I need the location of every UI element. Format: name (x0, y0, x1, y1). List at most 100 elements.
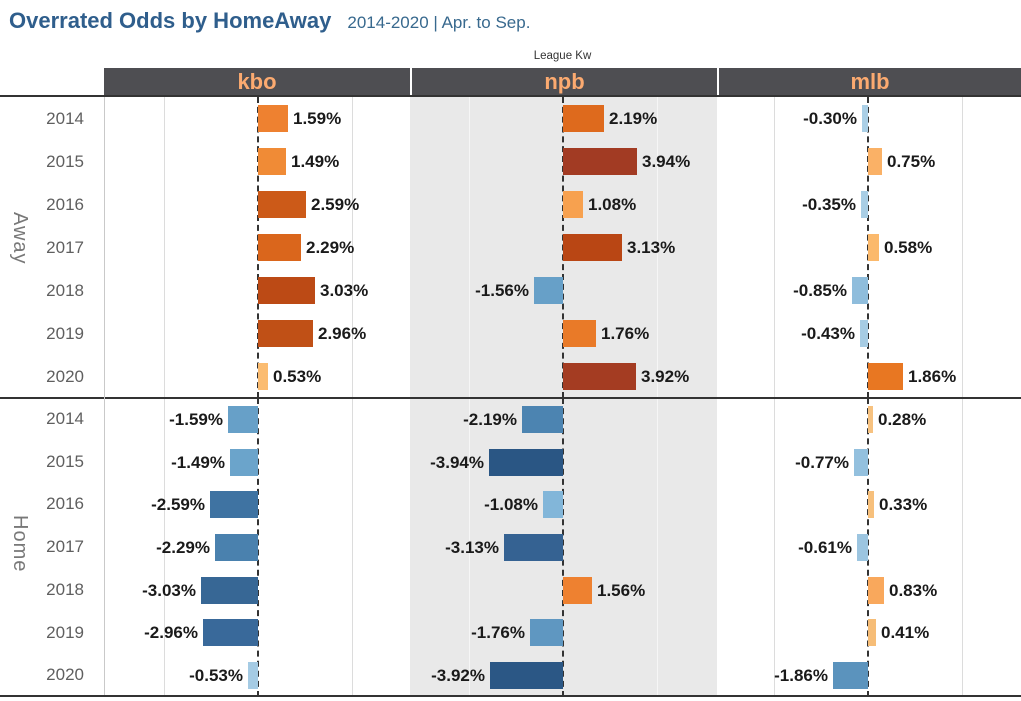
bar-npb-away-2015[interactable] (563, 148, 637, 175)
value-label: -1.86% (774, 666, 828, 685)
page-subtitle: 2014-2020 | Apr. to Sep. (347, 13, 531, 32)
row-section-label-home: Home (9, 515, 31, 573)
bar-npb-away-2018[interactable] (534, 277, 563, 304)
value-label: -1.56% (475, 281, 529, 300)
gridline (164, 398, 165, 697)
bar-kbo-home-2020[interactable] (248, 662, 258, 689)
bar-npb-home-2020[interactable] (490, 662, 563, 689)
bar-mlb-home-2014[interactable] (868, 406, 873, 433)
bar-mlb-away-2017[interactable] (868, 234, 879, 261)
gridline (164, 97, 165, 398)
bar-mlb-home-2017[interactable] (857, 534, 868, 561)
bar-kbo-away-2019[interactable] (258, 320, 313, 347)
value-label: -0.43% (801, 324, 855, 343)
year-label-home-2018: 2018 (46, 579, 84, 599)
row-section-label-away: Away (9, 212, 31, 265)
bar-kbo-home-2018[interactable] (201, 577, 258, 604)
value-label: 1.49% (291, 152, 340, 171)
gridline (962, 398, 963, 697)
bar-npb-home-2016[interactable] (543, 491, 563, 518)
year-label-away-2015: 2015 (46, 152, 84, 171)
bar-kbo-home-2015[interactable] (230, 449, 258, 476)
zero-axis-line (257, 398, 259, 697)
bar-mlb-home-2019[interactable] (868, 619, 876, 646)
bar-mlb-home-2015[interactable] (854, 449, 868, 476)
bar-npb-away-2019[interactable] (563, 320, 596, 347)
bar-kbo-away-2016[interactable] (258, 191, 306, 218)
value-label: 1.59% (293, 109, 342, 128)
bar-npb-away-2014[interactable] (563, 105, 604, 132)
bar-mlb-home-2020[interactable] (833, 662, 868, 689)
value-label: 2.59% (311, 195, 360, 214)
column-header-mlb[interactable]: mlb (717, 68, 1021, 96)
value-label: 2.96% (318, 324, 367, 343)
page-title: Overrated Odds by HomeAway (9, 8, 332, 33)
bar-mlb-away-2015[interactable] (868, 148, 882, 175)
value-label: -0.53% (189, 666, 243, 685)
year-label-home-2017: 2017 (46, 537, 84, 557)
value-label: 3.03% (320, 281, 369, 300)
bar-npb-away-2017[interactable] (563, 234, 622, 261)
value-label: 0.75% (887, 152, 936, 171)
value-label: 3.94% (642, 152, 691, 171)
year-label-home-2015: 2015 (46, 451, 84, 471)
bar-kbo-away-2018[interactable] (258, 277, 315, 304)
title-bar: Overrated Odds by HomeAway 2014-2020 | A… (9, 8, 530, 34)
bar-kbo-home-2017[interactable] (215, 534, 258, 561)
value-label: -3.13% (445, 538, 499, 557)
gridline (774, 398, 775, 697)
value-label: -0.30% (803, 109, 857, 128)
gridline (657, 97, 658, 398)
header-divider-line (0, 95, 1021, 97)
bar-npb-away-2016[interactable] (563, 191, 583, 218)
value-label: -1.08% (484, 495, 538, 514)
gridline (352, 398, 353, 697)
value-label: 0.58% (884, 238, 933, 257)
gridline (469, 398, 470, 697)
bar-mlb-away-2020[interactable] (868, 363, 903, 390)
bar-npb-away-2020[interactable] (563, 363, 636, 390)
zero-axis-line (562, 398, 564, 697)
year-label-away-2020: 2020 (46, 367, 84, 386)
year-label-away-2016: 2016 (46, 195, 84, 214)
bar-mlb-away-2019[interactable] (860, 320, 868, 347)
value-label: -3.03% (142, 581, 196, 600)
year-label-home-2016: 2016 (46, 494, 84, 514)
value-label: -2.96% (144, 623, 198, 642)
bar-kbo-away-2014[interactable] (258, 105, 288, 132)
value-label: -0.35% (802, 195, 856, 214)
bar-kbo-away-2020[interactable] (258, 363, 268, 390)
column-header-npb[interactable]: npb (410, 68, 717, 96)
bar-npb-home-2019[interactable] (530, 619, 563, 646)
bar-npb-home-2017[interactable] (504, 534, 563, 561)
value-label: 0.41% (881, 623, 930, 642)
panel-away-mlb: -0.30% 0.75% -0.35% 0.58% -0.85% -0.43% 1.86% (717, 97, 1021, 398)
year-label-away-2014: 2014 (46, 109, 84, 128)
bar-npb-home-2014[interactable] (522, 406, 563, 433)
bar-mlb-home-2018[interactable] (868, 577, 884, 604)
value-label: -2.29% (156, 538, 210, 557)
value-label: -3.94% (430, 453, 484, 472)
value-label: 0.28% (878, 410, 927, 429)
year-label-home-2014: 2014 (46, 409, 84, 428)
bottom-border-line (0, 695, 1021, 697)
bar-npb-home-2018[interactable] (563, 577, 592, 604)
column-header-kbo[interactable]: kbo (104, 68, 410, 96)
bar-kbo-away-2017[interactable] (258, 234, 301, 261)
value-label: -1.49% (171, 453, 225, 472)
bar-npb-home-2015[interactable] (489, 449, 563, 476)
bar-mlb-away-2014[interactable] (862, 105, 868, 132)
bar-mlb-home-2016[interactable] (868, 491, 874, 518)
value-label: 0.33% (879, 495, 928, 514)
bar-kbo-home-2019[interactable] (203, 619, 258, 646)
panel-away-kbo: 1.59% 1.49% 2.59% 2.29% 3.03% 2.96% 0.53% (104, 97, 410, 398)
bar-kbo-away-2015[interactable] (258, 148, 286, 175)
year-label-home-2020: 2020 (46, 665, 84, 685)
bar-kbo-home-2016[interactable] (210, 491, 258, 518)
bar-kbo-home-2014[interactable] (228, 406, 258, 433)
bar-mlb-away-2016[interactable] (861, 191, 868, 218)
value-label: 3.92% (641, 367, 690, 386)
bar-mlb-away-2018[interactable] (852, 277, 868, 304)
value-label: -1.59% (169, 410, 223, 429)
